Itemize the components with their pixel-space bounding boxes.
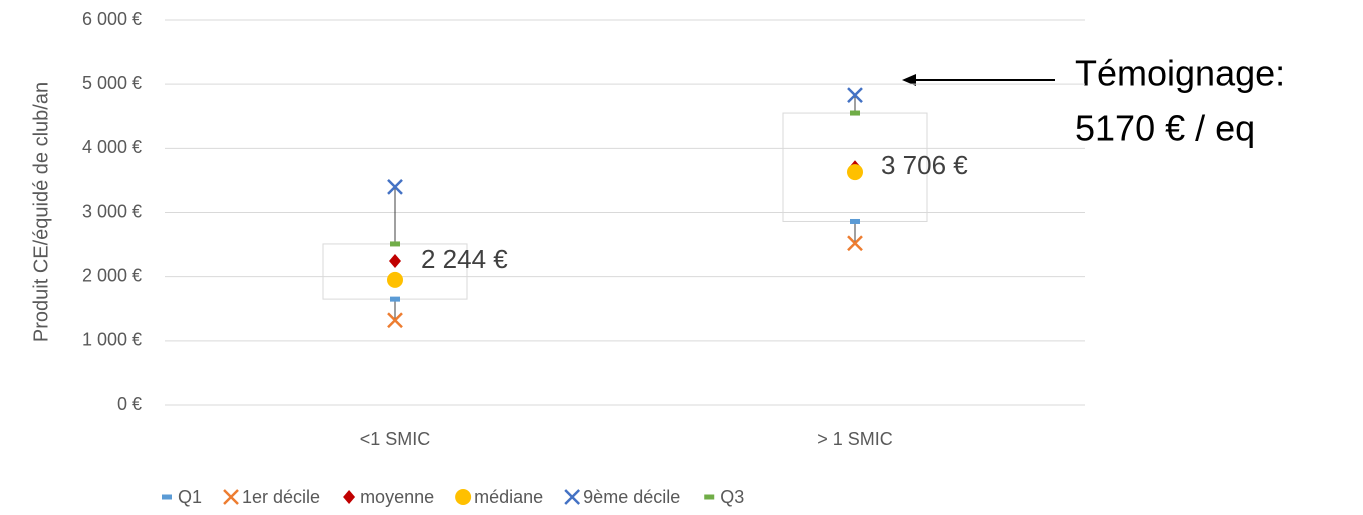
legend-label: 9ème décile	[583, 487, 680, 507]
point	[387, 271, 403, 288]
point	[847, 235, 863, 252]
data-label: 3 706 €	[881, 150, 968, 180]
x-tick-label: > 1 SMIC	[817, 429, 893, 449]
y-tick-label: 0 €	[117, 394, 142, 414]
legend-item: 1er décile	[223, 487, 320, 507]
legend-label: Q1	[178, 487, 202, 507]
legend-label: 1er décile	[242, 487, 320, 507]
legend-label: médiane	[474, 487, 543, 507]
legend-label: moyenne	[360, 487, 434, 507]
annotation-line: Témoignage:	[1075, 53, 1285, 94]
legend-item: médiane	[455, 487, 543, 507]
x-tick-label: <1 SMIC	[360, 429, 431, 449]
legend-marker	[455, 489, 472, 505]
annotation-arrowhead	[902, 74, 916, 86]
point	[847, 164, 863, 181]
legend-item: Q1	[162, 487, 202, 507]
legend-label: Q3	[720, 487, 744, 507]
legend-marker	[704, 494, 715, 500]
annotation-line: 5170 € / eq	[1075, 108, 1255, 149]
point	[847, 87, 863, 103]
legend-marker	[564, 489, 581, 505]
legend-marker	[223, 489, 239, 505]
y-tick-label: 4 000 €	[82, 137, 142, 157]
y-axis-label: Produit CE/équidé de club/an	[30, 82, 52, 342]
y-tick-label: 1 000 €	[82, 330, 142, 350]
y-tick-label: 3 000 €	[82, 201, 142, 221]
y-tick-label: 5 000 €	[82, 73, 142, 93]
legend-item: 9ème décile	[564, 487, 680, 507]
point	[387, 312, 403, 329]
point	[850, 110, 860, 116]
point	[850, 218, 860, 224]
y-tick-label: 2 000 €	[82, 265, 142, 285]
legend-marker	[162, 494, 172, 500]
point	[389, 254, 401, 269]
data-label: 2 244 €	[421, 244, 508, 274]
point	[390, 241, 400, 247]
y-tick-label: 6 000 €	[82, 9, 142, 29]
point	[387, 178, 403, 195]
legend-marker	[343, 490, 356, 504]
legend-item: Q3	[704, 487, 744, 507]
point	[390, 296, 400, 302]
legend-item: moyenne	[343, 487, 434, 507]
